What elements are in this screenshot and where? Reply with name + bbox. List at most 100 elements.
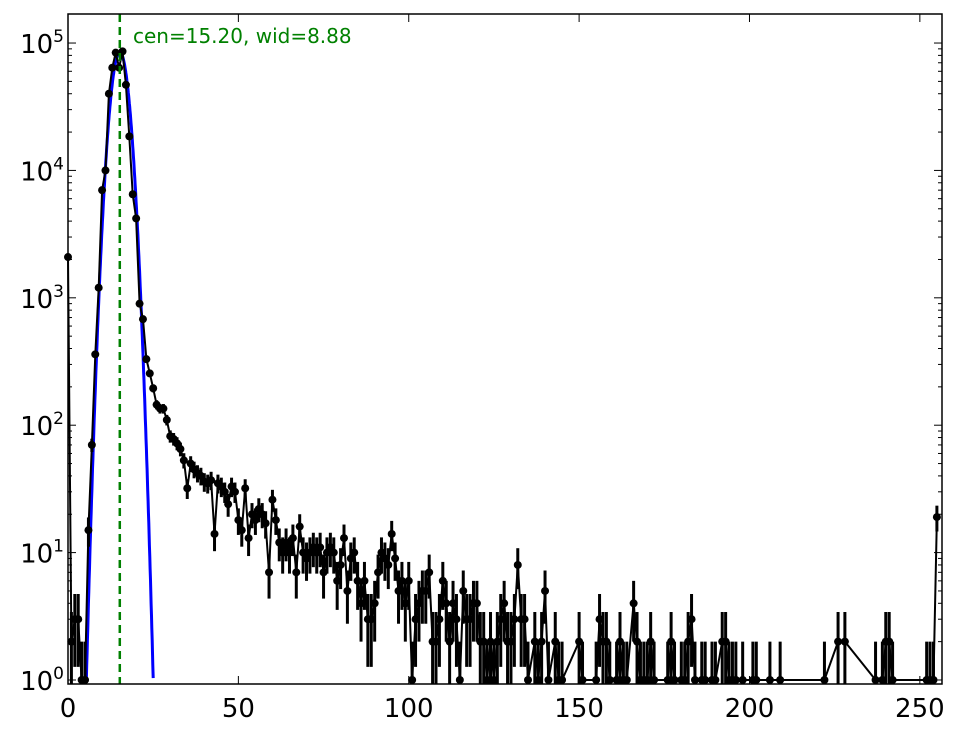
data-point: [230, 487, 239, 496]
data-point: [132, 214, 141, 223]
data-point: [186, 459, 195, 468]
data-point: [663, 675, 672, 684]
data-point: [878, 675, 887, 684]
data-point: [442, 599, 451, 608]
data-point: [435, 615, 444, 624]
data-point: [575, 637, 584, 646]
data-point: [302, 554, 311, 563]
data-point: [340, 534, 348, 543]
data-point: [558, 675, 567, 684]
data-point: [329, 548, 338, 557]
y-tick-base: 10: [20, 285, 53, 315]
data-point: [251, 516, 260, 525]
data-point: [438, 576, 447, 585]
data-point: [176, 445, 185, 454]
data-point: [404, 576, 413, 585]
y-tick-exponent: 1: [53, 537, 64, 557]
data-point: [701, 675, 710, 684]
data-point: [524, 675, 532, 684]
data-point: [489, 675, 498, 684]
data-point: [220, 487, 229, 496]
data-point: [268, 495, 277, 504]
data-point: [162, 415, 171, 424]
data-point: [292, 568, 301, 577]
x-tick-label: 150: [554, 694, 604, 724]
data-point: [449, 599, 458, 608]
data-point: [633, 637, 642, 646]
data-point: [384, 560, 393, 569]
data-point: [776, 675, 785, 684]
data-point: [282, 538, 291, 547]
data-point: [377, 548, 386, 557]
x-tick-label: 250: [895, 694, 945, 724]
data-line: [67, 51, 938, 681]
data-point: [479, 637, 488, 646]
data-point: [261, 519, 270, 528]
data-point: [278, 548, 287, 557]
data-point: [530, 637, 539, 646]
data-point: [360, 576, 369, 585]
data-point: [466, 615, 475, 624]
data-point: [319, 568, 328, 577]
data-point: [285, 548, 294, 557]
y-tick-label: 104: [20, 154, 64, 187]
data-point: [752, 675, 761, 684]
data-point: [380, 554, 389, 563]
data-point: [108, 63, 117, 72]
data-point: [834, 637, 843, 646]
data-point: [343, 586, 352, 595]
data-point: [224, 500, 233, 509]
data-point: [346, 554, 355, 563]
data-point: [605, 675, 614, 684]
data-point: [721, 637, 730, 646]
data-point: [101, 166, 110, 175]
data-point: [207, 476, 216, 485]
data-point: [145, 369, 154, 378]
data-point: [670, 675, 679, 684]
data-point: [595, 615, 604, 624]
data-point: [159, 404, 168, 413]
data-point: [196, 471, 205, 480]
data-point: [414, 599, 423, 608]
data-layer: [64, 47, 941, 684]
data-point: [111, 48, 120, 57]
data-point: [432, 637, 440, 646]
data-point: [738, 675, 747, 684]
data-point: [357, 599, 366, 608]
data-point: [690, 675, 699, 684]
y-tick-exponent: 0: [53, 664, 64, 684]
data-point: [183, 484, 192, 493]
y-tick-base: 10: [20, 540, 53, 570]
data-point: [483, 675, 492, 684]
data-point: [401, 599, 410, 608]
data-point: [81, 675, 90, 684]
data-point: [353, 576, 362, 585]
data-point: [258, 510, 267, 519]
data-point: [537, 637, 546, 646]
data-point: [472, 599, 481, 608]
y-tick-exponent: 2: [53, 409, 64, 429]
data-point: [408, 675, 417, 684]
data-point: [104, 89, 113, 98]
data-point: [87, 440, 96, 449]
data-point: [394, 586, 403, 595]
fit-annotation: cen=15.20, wid=8.88: [133, 24, 352, 48]
y-tick-exponent: 3: [53, 282, 64, 302]
data-point: [629, 599, 638, 608]
data-point: [871, 675, 880, 684]
data-point: [94, 283, 103, 292]
data-point: [455, 675, 464, 684]
y-tick-label: 100: [20, 664, 64, 697]
y-tick-label: 105: [20, 27, 64, 60]
data-point: [551, 637, 560, 646]
data-point: [299, 548, 308, 557]
data-point: [248, 510, 256, 519]
data-point: [820, 675, 829, 684]
data-point: [513, 560, 522, 569]
y-tick-exponent: 5: [53, 27, 64, 47]
data-point: [288, 534, 297, 543]
data-point: [612, 675, 621, 684]
y-tick-label: 101: [20, 537, 64, 570]
data-point: [128, 190, 137, 199]
data-point: [336, 560, 345, 569]
